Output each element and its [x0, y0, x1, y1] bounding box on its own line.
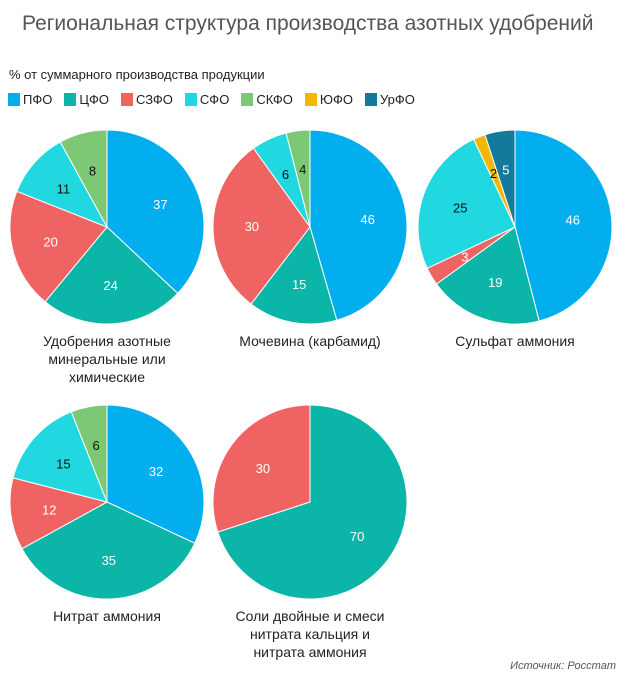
slice-label: 24	[103, 278, 117, 293]
legend-swatch	[120, 93, 133, 106]
pie-chart: 46 15 30 6 4 Мочевина (карбамид)	[212, 129, 408, 349]
chart-title: Региональная структура производства азот…	[22, 12, 594, 35]
pie-slice-СКФО	[70, 404, 108, 503]
pie-slice-СФО	[417, 138, 516, 269]
legend-label: ЮФО	[319, 92, 353, 107]
slice-label: 12	[42, 502, 56, 517]
pie-slice-СКФО	[285, 129, 311, 228]
legend-item: СФО	[184, 92, 230, 107]
slice-label: 3	[461, 250, 468, 265]
slice-label: 35	[102, 553, 116, 568]
pie-slice-ЦФО	[435, 226, 540, 325]
source-note: Источник: Росстат	[510, 660, 616, 672]
legend-item: СКФО	[241, 92, 293, 107]
slice-label: 6	[92, 438, 99, 453]
pie-caption: Мочевина (карбамид)	[239, 333, 380, 349]
slice-label: 6	[282, 167, 289, 182]
legend-swatch	[8, 93, 20, 106]
legend-item: ПФО	[8, 92, 52, 107]
slice-label: 19	[488, 275, 502, 290]
pie-slice-ПФО	[106, 404, 205, 544]
legend-label: СЗФО	[135, 92, 173, 107]
legend-label: СФО	[199, 92, 230, 107]
pie-slice-ПФО	[309, 129, 408, 321]
pie-slice-УрФО	[484, 129, 516, 228]
pie-caption: Нитрат аммония	[53, 608, 161, 624]
slice-label: 70	[350, 529, 364, 544]
slice-label: 15	[56, 457, 70, 472]
pie-slice-СЗФО	[212, 147, 311, 305]
legend-swatch	[241, 93, 254, 106]
pie-slice-ЦФО	[250, 225, 338, 325]
legend-swatch	[364, 93, 377, 106]
slice-label: 30	[256, 461, 270, 476]
pie-slice-ПФО	[514, 129, 613, 322]
pie-slice-СЗФО	[212, 404, 311, 533]
legend-swatch	[304, 93, 317, 106]
pie-slice-ЦФО	[217, 404, 408, 600]
pie-chart: 32 35 12 15 6 Нитрат аммония	[9, 404, 205, 624]
pie-slice-СЗФО	[9, 477, 109, 550]
legend-label: ЦФО	[79, 92, 109, 107]
pie-slice-ЦФО	[21, 501, 196, 600]
chart-subtitle: % от суммарного производства продукции	[9, 67, 265, 82]
slice-label: 4	[299, 162, 306, 177]
slice-label: 37	[153, 197, 167, 212]
legend-label: УрФО	[379, 92, 415, 107]
slice-label: 2	[490, 166, 497, 181]
pie-caption: Удобрения азотные минеральные или химическ…	[43, 333, 171, 385]
pie-slice-СФО	[12, 411, 108, 503]
legend: ПФО ЦФО СЗФО СФО СКФО ЮФО УрФО	[8, 92, 415, 107]
slice-label: 8	[89, 164, 96, 179]
pie-chart: 37 24 20 11 8 Удобрения азотные минеральные ил…	[9, 129, 205, 385]
pie-chart: 46 19 3 25 2 5 Сульфат аммония	[417, 129, 613, 349]
legend-swatch	[184, 93, 197, 106]
slice-label: 11	[57, 182, 71, 197]
legend-label: СКФО	[256, 92, 293, 107]
pie-caption: Сульфат аммония	[455, 333, 575, 349]
pie-caption: Соли двойные и смеси нитрата кальция и нит…	[236, 608, 385, 660]
pie-slice-ПФО	[106, 129, 205, 295]
slice-label: 25	[453, 200, 467, 215]
legend-swatch	[64, 93, 77, 106]
slice-label: 46	[360, 212, 374, 227]
slice-label: 30	[245, 219, 259, 234]
slice-label: 32	[149, 464, 163, 479]
legend-item: ЮФО	[304, 92, 353, 107]
pie-slice-СКФО	[59, 129, 108, 228]
legend-item: УрФО	[364, 92, 415, 107]
slice-label: 15	[292, 277, 306, 292]
pie-chart: 70 30 Соли двойные и смеси нитрата кальция …	[212, 404, 408, 660]
legend-item: СЗФО	[120, 92, 173, 107]
slice-label: 5	[502, 163, 509, 178]
legend-item: ЦФО	[64, 92, 109, 107]
pie-slice-ЦФО	[44, 226, 179, 325]
slice-label: 46	[566, 213, 580, 228]
pie-slice-СФО	[16, 141, 109, 228]
legend-label: ПФО	[23, 92, 53, 107]
slice-label: 20	[43, 234, 57, 249]
pie-slice-СЗФО	[9, 190, 108, 303]
